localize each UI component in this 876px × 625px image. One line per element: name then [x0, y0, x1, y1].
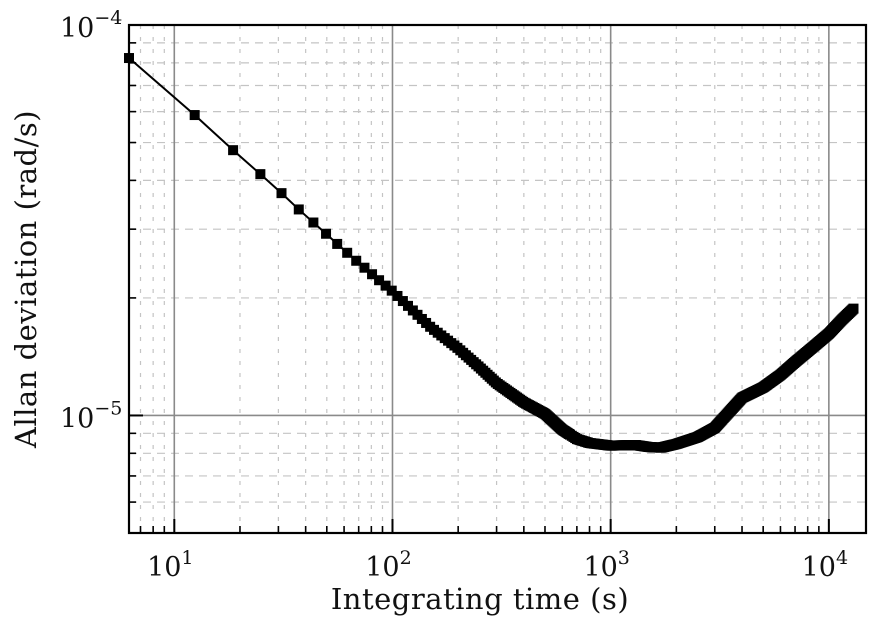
x-tick-labels: 101 102 103 104 — [147, 547, 848, 583]
y-tick-label: 10−5 — [60, 397, 122, 434]
data-point-marker — [332, 238, 343, 249]
plot-frame — [127, 23, 868, 535]
data-point-marker — [359, 262, 370, 273]
data-point-marker — [397, 296, 408, 307]
data-point-marker — [276, 188, 287, 199]
x-axis-label: Integrating time (s) — [331, 582, 629, 616]
axis-ticks — [129, 24, 830, 534]
data-point-marker — [386, 285, 397, 296]
data-series — [124, 53, 859, 453]
minor-grid — [129, 25, 866, 534]
y-tick-label: 10−4 — [60, 7, 122, 44]
x-tick-label: 104 — [802, 547, 848, 583]
data-point-marker — [380, 280, 391, 291]
data-point-marker — [848, 303, 859, 314]
data-point-marker — [308, 217, 319, 228]
y-axis-label: Allan deviation (rad/s) — [9, 110, 43, 449]
data-point-marker — [255, 169, 266, 180]
data-point-marker — [374, 275, 385, 286]
data-point-marker — [228, 145, 239, 156]
data-point-marker — [293, 204, 304, 215]
data-point-marker — [321, 228, 332, 239]
data-point-marker — [342, 247, 353, 258]
x-tick-label: 103 — [583, 547, 629, 583]
x-tick-label: 102 — [365, 547, 411, 583]
series-line — [128, 57, 855, 449]
data-point-marker — [189, 110, 200, 121]
data-point-marker — [351, 255, 362, 266]
y-tick-labels: 10−4 10−5 — [60, 7, 122, 434]
data-point-marker — [392, 290, 403, 301]
x-tick-label: 101 — [147, 547, 193, 583]
data-point-marker — [367, 269, 378, 280]
